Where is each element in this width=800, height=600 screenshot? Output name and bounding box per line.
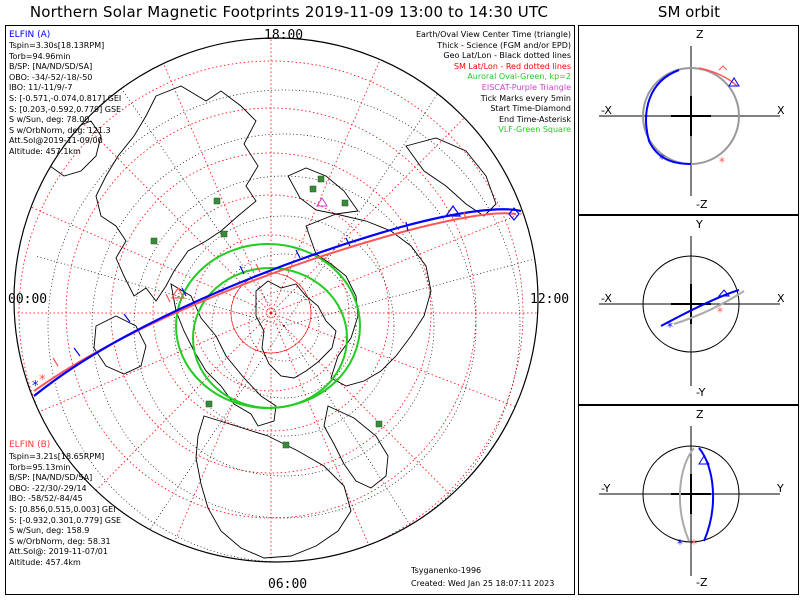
elfin-b-info-line: IBO: -58/52/-84/45 [9,494,83,504]
orbit-panel-yz: * * Z -Z -Y Y [578,405,799,595]
elfin-b-info-line: B/SP: [NA/ND/SD/SA] [9,473,93,483]
elfin-b-end-asterisk: * [39,373,46,388]
elfin-b-info-line: Att.Sol@: 2019-11-07/01 [9,547,108,557]
legend-item: End Time-Asterisk [498,114,571,124]
footprint-map-frame: * * 18:00 00:00 12:00 06:00 ELFIN (A) Ts… [5,25,575,595]
axis-label-top: Y [696,218,703,231]
axis-label-right: X [777,104,785,117]
elfin-a-view-triangle [444,204,462,217]
elfin-a-info-line: Tspin=3.30s[18.13RPM] [9,41,105,50]
svg-text:*: * [691,537,697,551]
orbit-plot-xy: * * [599,236,780,386]
elfin-a-info-line: Torb=94.96min [9,51,71,61]
created-label: Created: Wed Jan 25 18:07:11 2023 [411,579,555,588]
axis-label-top: Z [696,28,704,41]
elfin-b-info-line: Tspin=3.21s[18.65RPM] [9,452,105,461]
svg-text:*: * [717,305,723,319]
geo-grid [35,65,538,562]
track-tick-marks [73,221,409,357]
axis-label-bottom: -Z [696,576,708,589]
orbit-panel-title: SM orbit [657,3,721,21]
elfin-b-info-line: S w/OrbNorm, deg: 58.31 [9,536,111,546]
legend: Earth/Oval View Center Time (triangle) T… [416,30,571,136]
elfin-b-info-line: Altitude: 457.4km [9,557,81,567]
axis-label-right: X [777,292,785,305]
legend-item: EISCAT-Purple Triangle [481,82,571,92]
elfin-b-info-line: S w/Sun, deg: 158.9 [9,526,90,536]
orbit-plot-yz: * * [599,426,780,576]
elfin-a-start-diamond [508,207,520,221]
elfin-a-info-line: S: [0.203,-0.592,0.779] GSE [9,104,122,114]
svg-text:*: * [677,537,683,551]
elfin-a-track [33,208,522,397]
legend-item: Earth/Oval View Center Time (triangle) [415,30,571,39]
orbit-panel-xy: * * Y -Y -X X [578,215,799,405]
orbit-panel-xz: * * Z -Z -X X [578,25,799,215]
elfin-a-info-line: S w/OrbNorm, deg: 121.3 [9,125,111,135]
axis-label-left: -X [601,292,612,305]
axis-label-bottom: -Z [696,198,708,211]
svg-text:*: * [667,320,673,334]
auroral-oval [175,243,361,409]
elfin-a-info-line: S: [-0.571,-0.074,0.817] GEI [9,93,122,103]
elfin-a-info-line: IBO: 11/-11/9/-7 [9,83,73,93]
elfin-a-info-line: Att.Sol@2019-11-09/00 [9,136,103,146]
elfin-a-info-line: S w/Sun, deg: 78.00 [9,115,90,125]
elfin-a-info-line: OBO: -34/-52/-18/-50 [9,72,93,82]
legend-item: Auroral Oval-Green, kp=2 [467,72,571,82]
plot-title: Northern Solar Magnetic Footprints 2019-… [29,3,549,21]
legend-item: Geo Lat/Lon - Black dotted lines [443,51,571,61]
elfin-b-info: Tspin=3.21s[18.65RPM] Torb=95.13min B/SP… [9,452,121,569]
elfin-a-info-line: Altitude: 457.1km [9,146,81,156]
elfin-b-info-line: Torb=95.13min [9,462,71,472]
model-label: Tsyganenko-1996 [411,566,482,575]
globe-outline [13,37,539,563]
orbit-plot-xz: * * [599,46,780,196]
legend-item: Start Time-Diamond [490,104,571,114]
hour-label-top: 18:00 [264,28,304,43]
hour-label-bottom: 06:00 [268,577,308,592]
elfin-b-view-triangle [170,286,186,299]
continent-outlines [43,85,497,559]
legend-item: SM Lat/Lon - Red dotted lines [453,61,571,71]
vlf-squares [150,175,383,449]
hour-label-right: 12:00 [530,292,570,307]
elfin-a-info-line: B/SP: [NA/ND/SD/SA] [9,62,93,72]
elfin-a-info: Tspin=3.30s[18.13RPM] Torb=94.96min B/SP… [9,41,121,158]
polar-footprint-map: * * [13,37,539,563]
elfin-b-info-line: S: [-0.932,0.301,0.779] GSE [9,515,122,525]
elfin-a-title: ELFIN (A) [9,30,51,40]
elfin-b-info-line: S: [0.856,0.515,0.003] GEI [9,504,116,514]
hour-label-left: 00:00 [8,292,48,307]
elfin-b-info-line: OBO: -22/30/-29/14 [9,483,87,493]
sm-grid [14,38,538,562]
axis-label-right: Y [777,482,784,495]
track-b-tick-marks [52,211,467,367]
axis-label-top: Z [696,408,704,421]
elfin-a-end-asterisk: * [32,379,39,394]
elfin-b-title: ELFIN (B) [9,440,51,450]
axis-label-bottom: -Y [696,386,706,399]
legend-item: VLF-Green Square [498,125,571,135]
legend-item: Tick Marks every 5min [480,93,571,103]
axis-label-left: -X [601,104,612,117]
legend-item: Thick - Science (FGM and/or EPD) [437,40,571,50]
eiscat-triangle [316,197,328,207]
axis-label-left: -Y [601,482,611,495]
svg-text:*: * [719,155,725,169]
svg-text:*: * [659,152,665,166]
